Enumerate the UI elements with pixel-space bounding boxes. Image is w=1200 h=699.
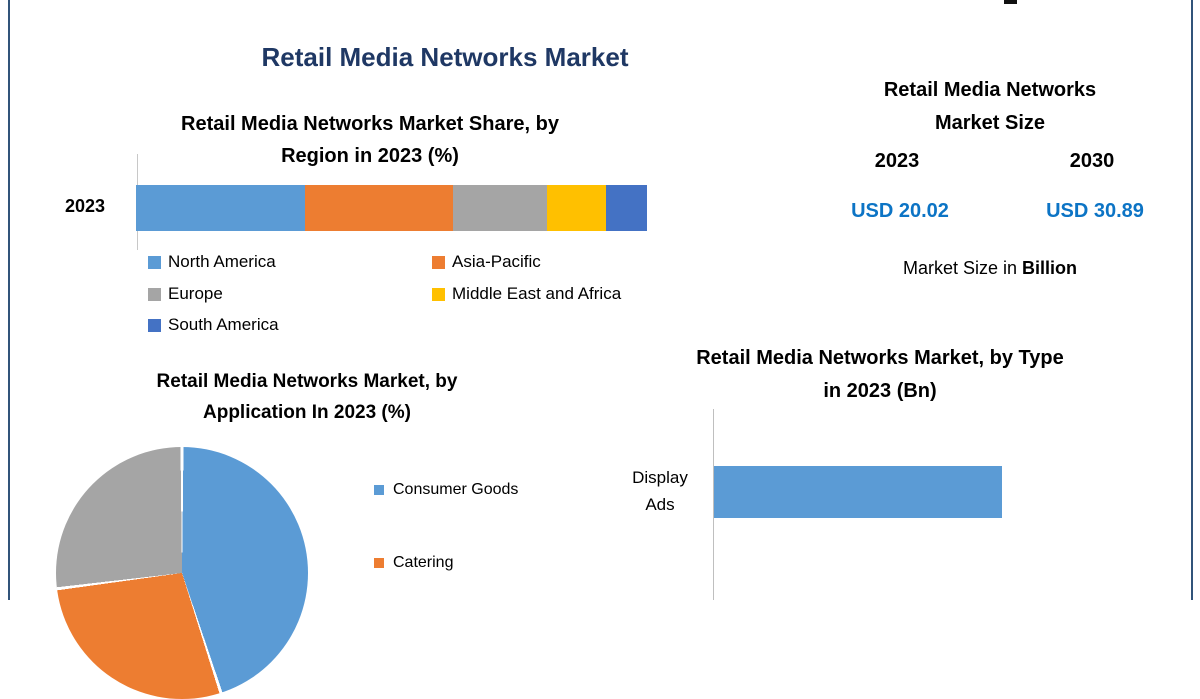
- caption-text: Market Size in: [902, 258, 1018, 278]
- legend-label: Middle East and Africa: [452, 284, 622, 303]
- type-category-line1: Display: [632, 468, 688, 487]
- year-2023-label: 2023: [874, 150, 920, 172]
- type-category-label: Display Ads: [618, 464, 702, 518]
- legend-item-north-america: North America: [148, 252, 276, 272]
- legend-item-asia-pacific: Asia-Pacific: [432, 252, 541, 272]
- application-chart-title-line1: Retail Media Networks Market, by: [156, 371, 458, 392]
- type-bar: [714, 466, 1002, 518]
- region-segment-asia-pacific: [304, 185, 453, 231]
- pie-legend-label: Catering: [393, 554, 454, 571]
- region-chart-title: Retail Media Networks Market Share, by R…: [110, 108, 630, 172]
- north-america-swatch-icon: [148, 255, 161, 269]
- page-title: Retail Media Networks Market: [261, 42, 629, 72]
- type-chart-plot-area: [714, 466, 1190, 518]
- application-pie: [56, 447, 308, 699]
- right-frame-border: [1191, 0, 1193, 600]
- legend-item-south-america: South America: [148, 315, 279, 335]
- region-segment-south-america: [606, 185, 647, 231]
- pie-legend-item-consumer-goods: Consumer Goods: [374, 481, 518, 499]
- year-2030-label: 2030: [1069, 150, 1115, 172]
- region-segment-middle-east-and-africa: [547, 185, 607, 231]
- caption-bold-word: Billion: [1022, 258, 1078, 278]
- application-chart-title: Retail Media Networks Market, by Applica…: [67, 366, 547, 428]
- legend-item-europe: Europe: [148, 284, 223, 304]
- pie-legend-item-catering: Catering: [374, 554, 453, 572]
- consumer-goods-swatch-icon: [374, 485, 384, 495]
- market-size-value-2023: USD 20.02: [851, 200, 949, 222]
- type-chart-title-line2: in 2023 (Bn): [823, 380, 937, 402]
- application-chart-title-line2: Application In 2023 (%): [203, 402, 411, 423]
- region-stacked-bar: [136, 185, 647, 231]
- infographic-canvas: { "header": { "title": "Retail Media Net…: [8, 0, 1193, 699]
- market-size-title-line1: Retail Media Networks: [883, 79, 1097, 101]
- legend-label: South America: [168, 315, 279, 334]
- type-chart-title: Retail Media Networks Market, by Type in…: [650, 342, 1110, 408]
- type-chart-title-line1: Retail Media Networks Market, by Type: [696, 347, 1064, 369]
- region-chart-title-line1: Retail Media Networks Market Share, by: [181, 113, 559, 135]
- catering-swatch-icon: [374, 558, 384, 568]
- market-size-title: Retail Media Networks Market Size: [840, 74, 1140, 140]
- left-frame-border: [8, 0, 10, 600]
- legend-label: Asia-Pacific: [452, 252, 541, 271]
- asia-pacific-swatch-icon: [432, 255, 445, 269]
- type-category-line2: Ads: [645, 495, 675, 514]
- europe-swatch-icon: [148, 287, 161, 301]
- region-segment-north-america: [136, 185, 305, 231]
- region-segment-europe: [452, 185, 548, 231]
- legend-label: North America: [168, 252, 276, 271]
- region-row-label: 2023: [64, 196, 106, 216]
- cutoff-text-fragment: [1004, 0, 1017, 4]
- pie-legend-label: Consumer Goods: [393, 481, 519, 498]
- market-size-title-line2: Market Size: [934, 112, 1046, 134]
- market-size-value-2030: USD 30.89: [1046, 200, 1144, 222]
- legend-label: Europe: [168, 284, 223, 303]
- type-chart-axis-line: [713, 409, 714, 600]
- middle-east-africa-swatch-icon: [432, 287, 445, 301]
- south-america-swatch-icon: [148, 318, 161, 332]
- legend-item-middle-east-africa: Middle East and Africa: [432, 284, 621, 304]
- region-chart-title-line2: Region in 2023 (%): [281, 145, 459, 167]
- market-size-caption: Market Size in Billion: [840, 258, 1140, 279]
